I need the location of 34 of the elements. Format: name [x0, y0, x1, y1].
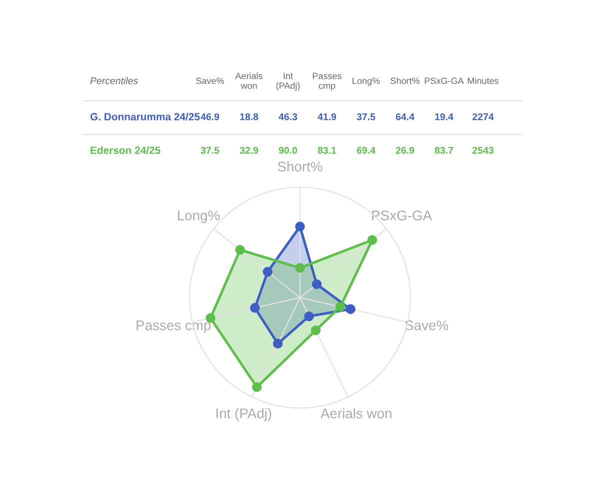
category-label: Passes cmp: [312, 72, 342, 91]
category-label: Long%: [352, 78, 380, 86]
text: Ederson 24/25: [90, 146, 160, 154]
text: 19.4: [435, 113, 454, 120]
category-label: Short%: [390, 77, 420, 84]
spoke-label: Short%: [278, 161, 322, 172]
text: 18.8: [240, 113, 258, 120]
text: 46.9: [200, 113, 220, 120]
text: 41.9: [318, 113, 336, 120]
text: 64.4: [396, 113, 414, 120]
text: 2274: [472, 113, 494, 120]
text: 83.1: [318, 146, 336, 154]
legend-title: Percentiles: [90, 77, 138, 84]
category-label: Int (PAdj): [276, 72, 300, 91]
spoke-label: Int (PAdj): [216, 408, 272, 422]
text: 2543: [472, 146, 494, 154]
category-label: Save%: [196, 78, 224, 84]
text: 90.0: [278, 146, 298, 154]
spoke-label: Aerials won: [320, 408, 392, 418]
text: 26.9: [396, 146, 414, 154]
spoke-label: Save%: [405, 320, 448, 330]
text: 32.9: [240, 146, 258, 154]
spoke-label: Passes cmp: [136, 320, 211, 333]
text: 37.5: [356, 113, 376, 120]
text: 83.7: [434, 146, 454, 154]
text: 46.3: [278, 113, 298, 120]
text: 69.4: [356, 146, 376, 154]
category-label: Aerials won: [235, 72, 262, 89]
text: G. Donnarumma 24/25: [90, 112, 200, 120]
text: 37.5: [200, 146, 220, 154]
spoke-label: Long%: [178, 210, 220, 224]
category-label: PSxG-GA: [424, 78, 464, 84]
text: Minutes: [468, 77, 498, 84]
spoke-label: PSxG-GA: [372, 210, 432, 220]
